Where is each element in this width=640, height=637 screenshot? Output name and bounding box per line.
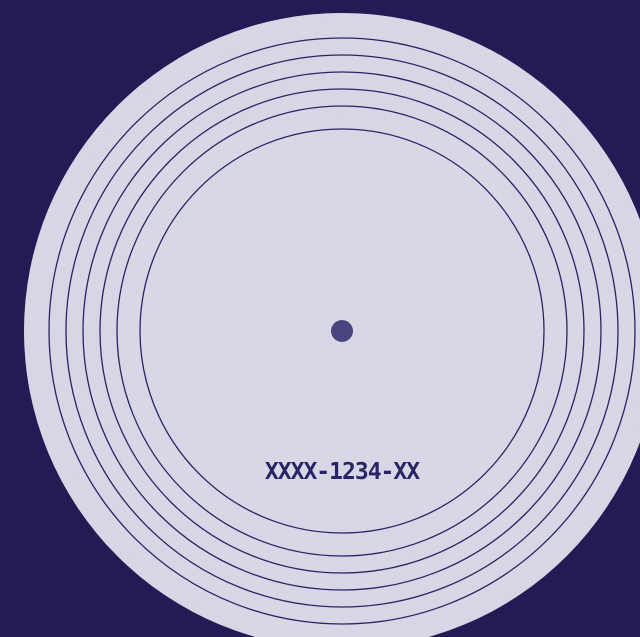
groove-ring [82, 71, 602, 591]
groove-ring [139, 128, 545, 534]
groove-ring [65, 54, 619, 608]
catalog-number-label: XXXX-1234-XX [264, 459, 420, 485]
groove-ring [116, 105, 568, 557]
spindle-hole [331, 320, 353, 342]
groove-ring [99, 88, 585, 574]
groove-rings [48, 37, 636, 625]
groove-ring [48, 37, 636, 625]
